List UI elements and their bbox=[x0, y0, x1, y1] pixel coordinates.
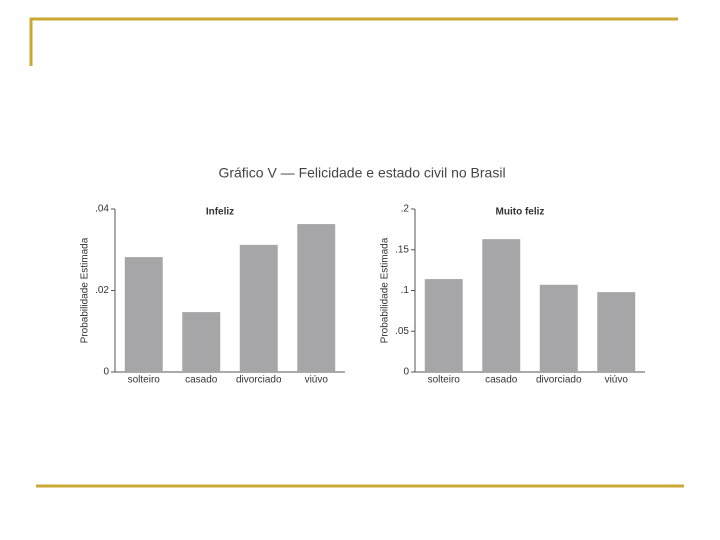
x-tick-label: casado bbox=[185, 375, 218, 386]
x-tick-label: viúvo bbox=[605, 375, 629, 386]
bar bbox=[597, 292, 636, 372]
y-tick-label: .2 bbox=[401, 204, 410, 215]
y-tick-label: 0 bbox=[403, 367, 409, 378]
x-tick-label: divorciado bbox=[536, 375, 582, 386]
x-tick-label: divorciado bbox=[236, 375, 282, 386]
bar bbox=[124, 257, 163, 372]
y-axis-label: Probabilidade Estimada bbox=[380, 237, 391, 343]
figure-title: Gráfico V — Felicidade e estado civil no… bbox=[218, 165, 505, 181]
y-tick-label: .04 bbox=[95, 204, 109, 215]
x-tick-label: solteiro bbox=[428, 375, 461, 386]
subplot-title: Muito feliz bbox=[496, 207, 545, 218]
x-tick-label: casado bbox=[485, 375, 518, 386]
subplot-title: Infeliz bbox=[206, 207, 234, 218]
y-tick-label: .02 bbox=[95, 285, 109, 296]
y-axis-label: Probabilidade Estimada bbox=[80, 237, 91, 343]
y-tick-label: 0 bbox=[103, 367, 109, 378]
bar bbox=[539, 284, 578, 372]
bar bbox=[239, 244, 278, 372]
x-tick-label: viúvo bbox=[305, 375, 329, 386]
bar bbox=[297, 224, 336, 372]
x-tick-label: solteiro bbox=[128, 375, 161, 386]
bar bbox=[482, 239, 521, 372]
top-border bbox=[29, 17, 678, 66]
bar bbox=[424, 279, 463, 372]
bar bbox=[182, 312, 221, 372]
y-tick-label: .15 bbox=[395, 244, 409, 255]
y-tick-label: .05 bbox=[395, 326, 409, 337]
y-tick-label: .1 bbox=[401, 285, 410, 296]
